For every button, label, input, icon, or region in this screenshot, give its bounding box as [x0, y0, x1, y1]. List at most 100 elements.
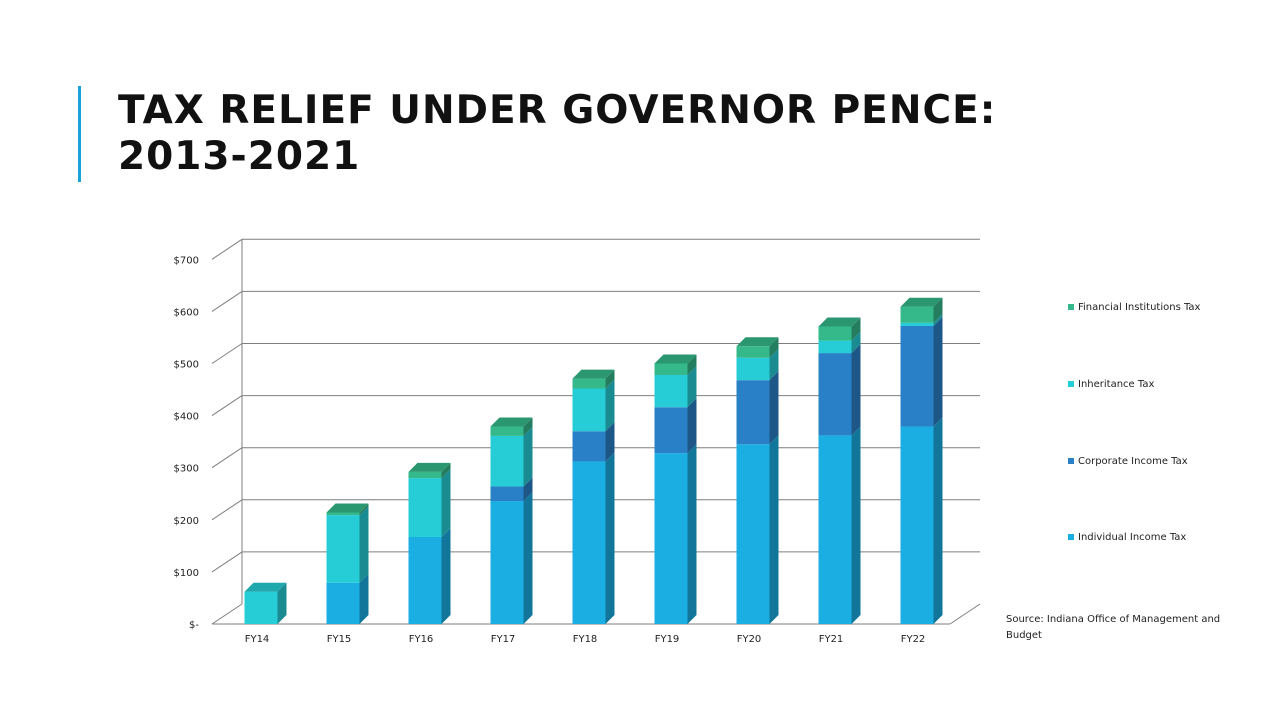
x-tick-label: FY14 — [245, 634, 270, 645]
legend-label: Financial Institutions Tax — [1078, 302, 1201, 313]
bar-segment-side — [933, 316, 943, 427]
bar-segment-side — [687, 365, 697, 408]
bar-segment-side — [769, 337, 779, 358]
y-tick-label: $300 — [174, 464, 199, 475]
bar-segment-side — [359, 503, 369, 516]
bar-segment — [900, 322, 934, 326]
bar-segment-side — [605, 379, 615, 432]
bar-segment — [326, 512, 360, 516]
bar-segment-side — [851, 317, 861, 341]
bar-top-face — [736, 337, 779, 347]
floor-right-edge — [949, 603, 981, 625]
bar-segment — [736, 380, 770, 445]
bar-segment-side — [933, 313, 943, 326]
bar-segment — [654, 407, 688, 454]
bar-segment — [490, 426, 524, 436]
bar-segment — [818, 326, 852, 341]
bar-segment — [326, 515, 360, 583]
side-wall-line — [211, 603, 243, 625]
y-tick-label: $500 — [174, 360, 199, 371]
bar-segment-side — [851, 344, 861, 436]
bar-segment-side — [523, 417, 533, 436]
bar-segment-side — [769, 371, 779, 445]
bar-segment — [490, 435, 524, 487]
bar-top-face — [408, 462, 451, 472]
bar-top-face — [654, 354, 697, 364]
bar-segment-side — [277, 582, 287, 624]
bar-segment-side — [441, 527, 451, 624]
bar-top-face — [244, 582, 287, 592]
bar-segment-side — [441, 469, 451, 537]
bar-segment-side — [933, 417, 943, 624]
bar-segment — [900, 426, 934, 624]
x-tick-label: FY20 — [737, 634, 762, 645]
y-tick-label: $700 — [174, 255, 199, 266]
bar-top-face — [490, 417, 533, 427]
bar-segment-side — [523, 426, 533, 487]
bar-segment — [818, 340, 852, 354]
bar-segment — [572, 461, 606, 624]
bar-segment-side — [687, 354, 697, 375]
y-tick-label: $200 — [174, 516, 199, 527]
bar-segment-side — [441, 462, 451, 479]
bar-segment-side — [769, 348, 779, 381]
bar-segment-side — [605, 369, 615, 389]
bar-segment-side — [523, 492, 533, 624]
y-tick-label: $- — [189, 620, 199, 631]
x-tick-label: FY19 — [655, 634, 680, 645]
x-tick-label: FY16 — [409, 634, 434, 645]
bar-segment — [490, 486, 524, 502]
bar-top-face — [818, 317, 861, 327]
y-tick-label: $100 — [174, 568, 199, 579]
legend-label: Individual Income Tax — [1078, 532, 1186, 543]
x-tick-label: FY17 — [491, 634, 516, 645]
side-wall-line — [211, 551, 243, 573]
bar-segment — [900, 306, 934, 323]
bar-segment-side — [523, 477, 533, 502]
bar-segment-side — [605, 452, 615, 624]
bar-segment — [654, 363, 688, 375]
side-wall-line — [211, 343, 243, 364]
bar-segment-side — [359, 573, 369, 624]
bar-segment — [326, 582, 360, 624]
y-tick-label: $400 — [174, 412, 199, 423]
source-note: Source: Indiana Office of Management and… — [1006, 614, 1221, 641]
x-tick-label: FY22 — [901, 634, 926, 645]
bar-segment — [572, 431, 606, 462]
bar-segment — [818, 435, 852, 624]
x-tick-label: FY15 — [327, 634, 352, 645]
bar-segment — [736, 357, 770, 381]
bar-segment — [408, 478, 442, 537]
side-wall-line — [211, 395, 243, 417]
slide-title: TAX RELIEF UNDER GOVERNOR PENCE: 2013-20… — [118, 88, 997, 179]
bar-top-face — [900, 297, 943, 307]
bar-segment — [654, 374, 688, 408]
legend-label: Corporate Income Tax — [1078, 456, 1188, 467]
side-wall-line — [211, 290, 243, 312]
bar-segment — [408, 471, 442, 479]
legend-swatch — [1068, 304, 1074, 310]
bar-segment-side — [851, 426, 861, 624]
bar-segment-side — [605, 422, 615, 462]
bar-segment — [736, 346, 770, 358]
side-wall-line — [211, 499, 243, 521]
bar-segment — [244, 591, 278, 624]
bar-segment — [900, 325, 934, 427]
bar-segment — [818, 353, 852, 436]
x-tick-label: FY18 — [573, 634, 598, 645]
bar-segment-side — [851, 331, 861, 354]
side-wall-line — [211, 238, 243, 260]
bar-top-face — [326, 503, 369, 513]
bar-segment-side — [359, 506, 369, 583]
bar-segment-side — [687, 444, 697, 624]
bar-segment — [490, 501, 524, 624]
legend-swatch — [1068, 534, 1074, 540]
bar-top-face — [572, 369, 615, 379]
y-tick-label: $600 — [174, 307, 199, 318]
bar-segment — [654, 453, 688, 624]
legend-label: Inheritance Tax — [1078, 379, 1154, 390]
bar-segment — [572, 388, 606, 432]
bar-segment-side — [687, 398, 697, 454]
side-wall-line — [211, 447, 243, 469]
